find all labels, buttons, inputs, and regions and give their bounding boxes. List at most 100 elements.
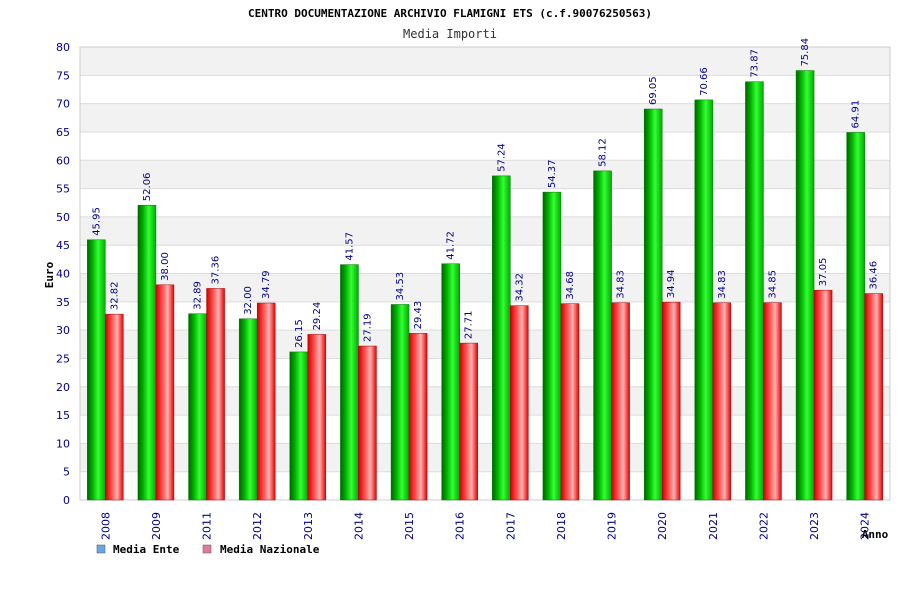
x-axis-label: Anno [862, 528, 889, 541]
value-label: 27.71 [464, 310, 475, 339]
value-label: 34.85 [767, 270, 778, 299]
y-tick-label: 75 [56, 69, 70, 82]
value-label: 73.87 [749, 49, 760, 78]
y-tick-label: 25 [56, 352, 70, 365]
value-label: 34.79 [261, 270, 272, 299]
x-tick-label: 2021 [707, 512, 720, 540]
plot-band [80, 216, 890, 246]
x-tick-label: 2022 [757, 512, 770, 540]
bar-media-ente-2021 [694, 99, 714, 501]
bar-media-ente-2018 [542, 191, 562, 501]
bar-media-ente-2024 [846, 132, 865, 501]
bar-media-ente-2019 [593, 170, 612, 501]
value-label: 32.89 [193, 281, 204, 310]
y-axis-ticks: 0 5 10 15 20 25 30 35 40 45 50 55 60 65 70 75 80 [56, 41, 70, 507]
value-label: 64.91 [851, 100, 862, 129]
plot-band [80, 245, 890, 274]
bar-media-nazionale-2021 [712, 302, 732, 501]
x-tick-label: 2013 [302, 512, 315, 540]
plot-frame [79, 46, 891, 501]
bar-media-ente-2008 [87, 239, 106, 501]
value-label: 37.05 [818, 258, 829, 287]
value-labels: 45.95 32.82 52.06 38.00 32.89 37.36 32.00 34.79… [91, 38, 879, 348]
y-tick-label: 80 [56, 41, 70, 54]
value-label: 45.95 [91, 207, 102, 236]
value-label: 75.84 [800, 38, 811, 67]
x-axis-ticks: 2008 2009 2011 2012 2013 2014 2015 2016 2017 2018… [99, 512, 871, 540]
value-label: 52.06 [142, 173, 153, 202]
legend-swatch-media-ente [96, 544, 106, 554]
plot-band [80, 131, 890, 161]
x-tick-label: 2015 [403, 512, 416, 540]
value-label: 38.00 [160, 252, 171, 281]
bar-media-nazionale-2020 [661, 301, 681, 501]
bar-media-nazionale-2019 [611, 302, 630, 501]
bar-media-nazionale-2015 [408, 333, 428, 501]
value-label: 70.66 [699, 67, 710, 96]
value-label: 36.46 [869, 261, 880, 290]
value-label: 54.37 [547, 159, 558, 188]
value-label: 29.43 [413, 301, 424, 330]
legend-swatch-media-nazionale [202, 544, 212, 554]
y-tick-label: 30 [56, 324, 70, 337]
legend-label-media-ente: Media Ente [113, 543, 180, 556]
bar-media-ente-2017 [492, 175, 511, 501]
bar-media-ente-2015 [390, 304, 410, 501]
bar-media-nazionale-2018 [560, 303, 580, 501]
x-tick-label: 2008 [99, 512, 112, 540]
value-label: 26.15 [294, 319, 305, 348]
value-label: 32.00 [243, 286, 254, 315]
plot-band [80, 188, 890, 217]
bar-media-nazionale-2009 [155, 284, 175, 501]
bar-media-nazionale-2014 [358, 345, 377, 501]
value-label: 58.12 [598, 138, 609, 167]
bar-media-ente-2012 [238, 318, 258, 501]
bar-media-nazionale-2016 [459, 342, 478, 501]
plot-band [80, 103, 890, 132]
value-label: 69.05 [648, 76, 659, 105]
value-label: 41.72 [446, 231, 457, 260]
y-tick-label: 65 [56, 126, 70, 139]
value-label: 34.83 [717, 270, 728, 299]
y-tick-label: 10 [56, 437, 70, 450]
x-tick-label: 2018 [555, 512, 568, 540]
legend: Media Ente Media Nazionale [96, 543, 320, 556]
x-tick-label: 2014 [352, 512, 365, 540]
value-label: 34.32 [514, 273, 525, 302]
x-tick-label: 2011 [201, 512, 214, 540]
y-tick-label: 70 [56, 98, 70, 111]
bar-media-ente-2022 [745, 81, 764, 501]
bar-media-nazionale-2008 [105, 313, 124, 501]
value-label: 41.57 [344, 232, 355, 261]
y-tick-label: 50 [56, 211, 70, 224]
value-label: 34.83 [616, 270, 627, 299]
x-tick-label: 2024 [859, 512, 872, 540]
plot-band [80, 47, 890, 76]
x-tick-label: 2017 [504, 512, 517, 540]
value-label: 27.19 [362, 313, 373, 342]
bar-media-nazionale-2017 [510, 305, 529, 501]
y-tick-label: 15 [56, 409, 70, 422]
value-label: 57.24 [496, 143, 507, 172]
plot-band [80, 75, 890, 104]
x-tick-label: 2023 [808, 512, 821, 540]
value-label: 34.53 [395, 272, 406, 301]
bar-media-ente-2011 [188, 313, 207, 501]
bar-media-ente-2013 [289, 351, 309, 501]
chart-title: CENTRO DOCUMENTAZIONE ARCHIVIO FLAMIGNI … [248, 7, 652, 20]
bar-media-nazionale-2024 [864, 293, 883, 501]
y-tick-label: 60 [56, 154, 70, 167]
bar-media-nazionale-2013 [307, 334, 327, 501]
value-label: 34.94 [666, 270, 677, 299]
bar-media-ente-2014 [340, 264, 359, 501]
x-tick-label: 2020 [656, 512, 669, 540]
bar-media-nazionale-2022 [763, 302, 782, 501]
y-tick-label: 5 [63, 466, 70, 479]
plot-band [80, 160, 890, 189]
value-label: 32.82 [109, 282, 120, 311]
bar-media-nazionale-2012 [256, 302, 276, 501]
bars [87, 70, 883, 501]
bar-media-ente-2023 [795, 70, 815, 501]
bar-media-ente-2016 [441, 263, 460, 501]
